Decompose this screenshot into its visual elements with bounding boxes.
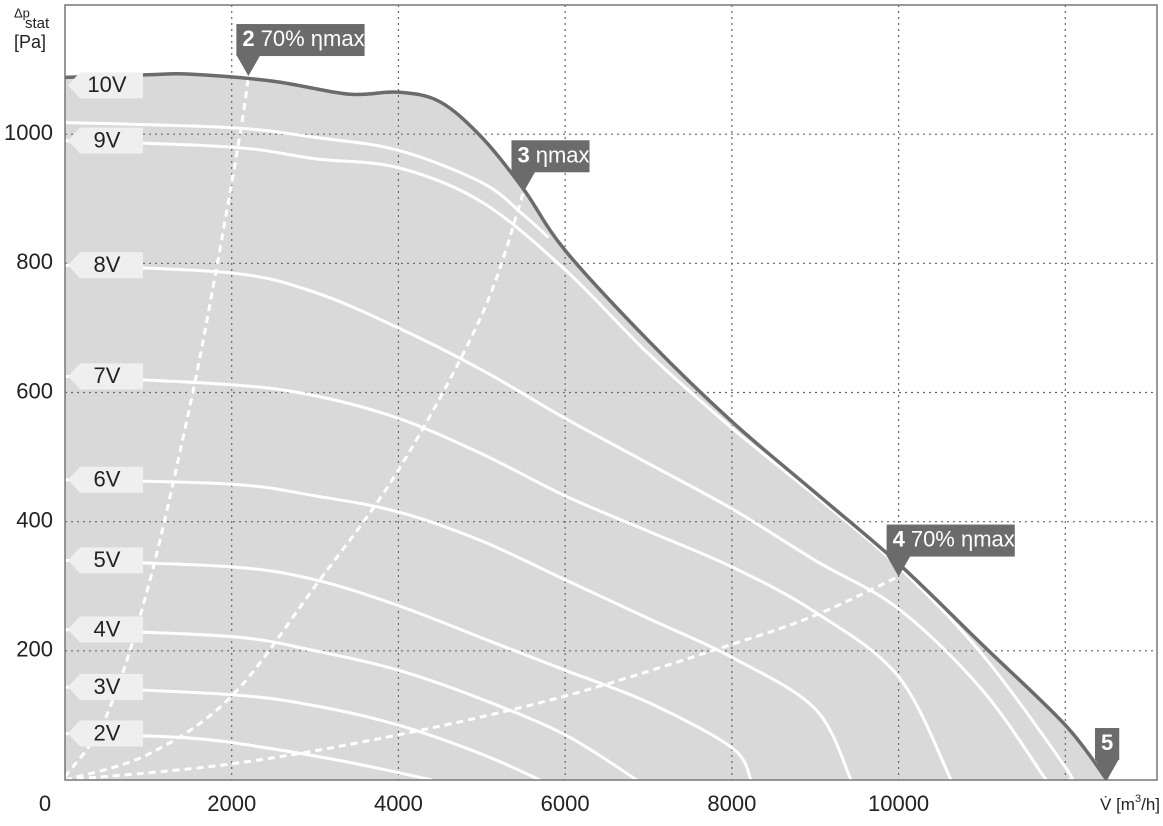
series-tag	[68, 720, 143, 747]
annotation: 2 70% ηmax	[236, 24, 365, 77]
y-tick-label: 600	[16, 378, 53, 403]
fan-curve	[64, 558, 753, 781]
annotation-number: 3	[517, 142, 529, 167]
x-label-main: V̇ [m	[1100, 795, 1135, 814]
series-tag	[68, 616, 143, 643]
legend-label: 10V	[87, 72, 126, 97]
y-tick-label: 800	[16, 249, 53, 274]
annotation-text: 4 70% ηmax	[893, 526, 1015, 551]
x-tick-label: 4000	[374, 791, 423, 816]
annotation-number: 5	[1101, 730, 1113, 755]
efficiency-line	[63, 75, 250, 778]
fan-curve	[64, 685, 541, 782]
annotation-pointer	[1094, 759, 1119, 780]
series-tag	[68, 363, 143, 390]
y-label-unit: [Pa]	[14, 32, 46, 52]
annotation-text: 5	[1101, 730, 1113, 755]
x-tick-label: 0	[39, 791, 51, 816]
y-tick-label: 400	[16, 507, 53, 532]
y-label-main: Δp	[14, 5, 30, 20]
x-tick-label: 2000	[207, 791, 256, 816]
x-tick-label: 10000	[868, 791, 929, 816]
legend-label: 8V	[94, 252, 121, 277]
curve-area	[65, 73, 1107, 780]
annotation-box	[1094, 728, 1120, 760]
legend-label: 5V	[94, 547, 121, 572]
fan-curve	[64, 71, 1109, 782]
annotation-pointer	[511, 171, 536, 193]
x-label-sup: 3	[1135, 793, 1141, 805]
x-tick-label: 8000	[707, 791, 756, 816]
annotation-pointer	[236, 55, 261, 77]
annotation-text: 3 ηmax	[517, 142, 589, 167]
annotation-number: 4	[893, 526, 906, 551]
series-tag	[68, 466, 143, 493]
y-tick-label: 200	[16, 637, 53, 662]
legend-label: 9V	[94, 127, 121, 152]
series-tag	[68, 547, 143, 574]
legend-label: 4V	[94, 616, 121, 641]
annotation-box	[886, 524, 1015, 557]
series-tag	[68, 674, 143, 700]
x-tick-label: 6000	[541, 791, 590, 816]
x-label-end: /h]	[1141, 795, 1160, 814]
annotation: 4 70% ηmax	[886, 524, 1015, 577]
fan-curve	[64, 121, 550, 239]
fan-curve	[64, 374, 953, 781]
legend-label: 3V	[94, 674, 121, 699]
annotation-number: 2	[242, 26, 254, 51]
annotation-label: 70% ηmax	[261, 26, 365, 51]
annotation-label: 70% ηmax	[911, 526, 1015, 551]
annotation: 3 ηmax	[511, 140, 590, 193]
annotation-label: ηmax	[536, 142, 590, 167]
legend-label: 2V	[94, 720, 121, 745]
annotation: 5	[1094, 728, 1120, 780]
series-tag	[68, 72, 143, 99]
annotation-text: 2 70% ηmax	[242, 26, 364, 51]
annotation-pointer	[886, 555, 911, 577]
legend-label: 6V	[94, 467, 121, 492]
annotation-box	[511, 140, 590, 173]
annotation-box	[236, 24, 365, 57]
plot-border	[64, 4, 1158, 781]
legend-label: 7V	[94, 363, 121, 388]
x-axis-label: V̇ [m3/h]	[1100, 793, 1160, 815]
y-tick-label: 1000	[4, 120, 53, 145]
y-label-sub: stat	[25, 15, 50, 32]
fan-curve	[64, 263, 1048, 781]
fan-curve	[64, 478, 853, 781]
fan-curve	[64, 139, 1075, 783]
efficiency-line	[64, 575, 900, 782]
series-tag	[68, 127, 143, 154]
fan-curve	[64, 628, 638, 782]
series-tag	[68, 252, 143, 279]
